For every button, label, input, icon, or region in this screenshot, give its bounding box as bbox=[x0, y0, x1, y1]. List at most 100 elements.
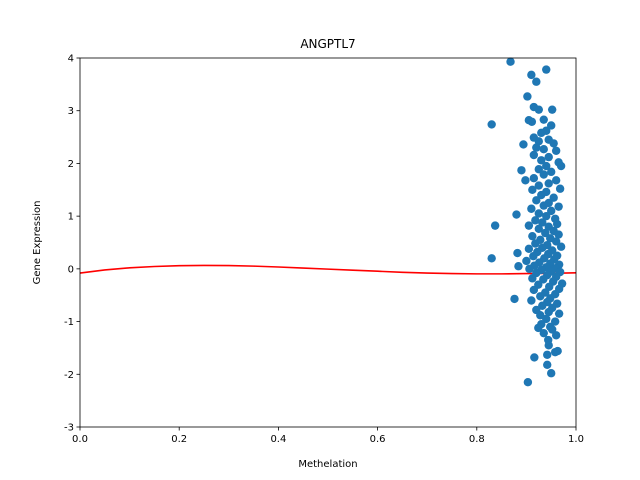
scatter-points-layer bbox=[487, 57, 567, 387]
scatter-point bbox=[534, 323, 543, 333]
scatter-point bbox=[554, 202, 563, 211]
scatter-point bbox=[534, 165, 543, 174]
scatter-point bbox=[532, 143, 541, 152]
x-axis-ticks: 0.0 0.2 0.4 0.6 0.8 1.0 bbox=[72, 427, 584, 445]
y-axis-label: Gene Expression bbox=[32, 201, 43, 285]
scatter-point bbox=[556, 161, 566, 171]
scatter-point bbox=[519, 140, 528, 149]
scatter-point bbox=[528, 231, 537, 241]
scatter-point bbox=[529, 285, 539, 295]
fit-line bbox=[79, 264, 577, 275]
x-tick-label: 0.2 bbox=[171, 434, 187, 445]
scatter-point bbox=[512, 210, 521, 219]
scatter-point bbox=[544, 179, 553, 188]
scatter-point bbox=[542, 161, 551, 171]
scatter-point bbox=[529, 173, 539, 183]
scatter-point bbox=[531, 216, 540, 225]
scatter-point bbox=[530, 353, 539, 362]
scatter-point bbox=[555, 184, 565, 193]
scatter-point bbox=[543, 350, 552, 359]
scatter-point bbox=[510, 294, 519, 304]
scatter-point bbox=[542, 211, 551, 221]
scatter-point bbox=[513, 248, 522, 258]
scatter-point bbox=[527, 296, 536, 305]
scatter-point bbox=[539, 145, 548, 154]
y-tick-label: 2 bbox=[68, 159, 74, 170]
scatter-point bbox=[532, 196, 541, 205]
fit-line-layer bbox=[79, 264, 577, 275]
scatter-point bbox=[551, 146, 561, 155]
scatter-point bbox=[547, 121, 556, 130]
scatter-point bbox=[544, 341, 553, 350]
scatter-point bbox=[539, 275, 548, 284]
scatter-point bbox=[553, 346, 562, 356]
scatter-point bbox=[547, 167, 556, 177]
scatter-point bbox=[539, 170, 548, 179]
axes-background bbox=[80, 58, 576, 427]
scatter-point bbox=[523, 377, 533, 387]
x-tick-label: 1.0 bbox=[568, 434, 584, 445]
scatter-point bbox=[556, 242, 566, 251]
scatter-point bbox=[522, 256, 531, 266]
scatter-point bbox=[547, 105, 557, 114]
scatter-point bbox=[551, 237, 561, 246]
plot-area bbox=[79, 57, 577, 428]
scatter-point bbox=[537, 156, 546, 165]
scatter-point bbox=[534, 105, 543, 114]
scatter-point bbox=[529, 150, 539, 160]
scatter-point bbox=[537, 128, 546, 138]
scatter-point bbox=[544, 152, 553, 162]
scatter-point bbox=[554, 309, 564, 318]
y-tick-label: -2 bbox=[64, 370, 74, 381]
y-tick-label: -1 bbox=[64, 317, 74, 328]
scatter-point bbox=[554, 230, 563, 239]
scatter-point bbox=[487, 254, 496, 263]
scatter-point bbox=[524, 244, 534, 254]
scatter-point bbox=[542, 314, 551, 324]
scatter-point bbox=[552, 219, 562, 229]
scatter-point bbox=[537, 190, 546, 200]
scatter-point bbox=[542, 65, 551, 74]
y-tick-label: -3 bbox=[64, 423, 74, 434]
scatter-point bbox=[551, 176, 561, 185]
scatter-point bbox=[539, 328, 548, 338]
chart-title: ANGPTL7 bbox=[300, 37, 355, 51]
scatter-point bbox=[534, 137, 543, 146]
scatter-point bbox=[528, 274, 537, 283]
x-tick-label: 0.0 bbox=[72, 434, 88, 445]
scatter-point bbox=[527, 70, 536, 80]
y-tick-label: 0 bbox=[68, 264, 74, 275]
scatter-point bbox=[531, 239, 540, 248]
scatter-point bbox=[541, 228, 550, 238]
y-axis-ticks: -3 -2 -1 0 1 2 3 4 bbox=[64, 54, 80, 434]
scatter-point bbox=[543, 360, 552, 369]
axes-frame bbox=[79, 57, 577, 428]
scatter-point bbox=[506, 57, 515, 66]
scatter-point bbox=[525, 264, 534, 274]
scatter-point bbox=[549, 139, 558, 148]
scatter-point bbox=[532, 77, 541, 86]
scatter-point bbox=[539, 201, 548, 210]
scatter-point bbox=[521, 176, 530, 185]
scatter-point bbox=[528, 185, 537, 194]
scatter-point bbox=[547, 369, 556, 378]
scatter-point bbox=[539, 115, 548, 124]
x-tick-label: 0.4 bbox=[270, 434, 286, 445]
scatter-point bbox=[514, 262, 523, 271]
scatter-point bbox=[550, 317, 560, 326]
x-tick-label: 0.6 bbox=[370, 434, 386, 445]
scatter-point bbox=[534, 181, 543, 190]
scatter-point bbox=[517, 166, 526, 175]
y-tick-label: 3 bbox=[68, 106, 74, 117]
scatter-point bbox=[547, 206, 556, 216]
scatter-point bbox=[527, 117, 537, 126]
scatter-point bbox=[549, 193, 558, 202]
scatter-point bbox=[534, 224, 543, 233]
scatter-point bbox=[529, 252, 538, 261]
scatter-point bbox=[527, 204, 536, 213]
scatter-point bbox=[538, 218, 547, 227]
scatter-point bbox=[534, 209, 543, 218]
scatter-point bbox=[551, 331, 561, 340]
y-tick-label: 1 bbox=[68, 212, 74, 223]
